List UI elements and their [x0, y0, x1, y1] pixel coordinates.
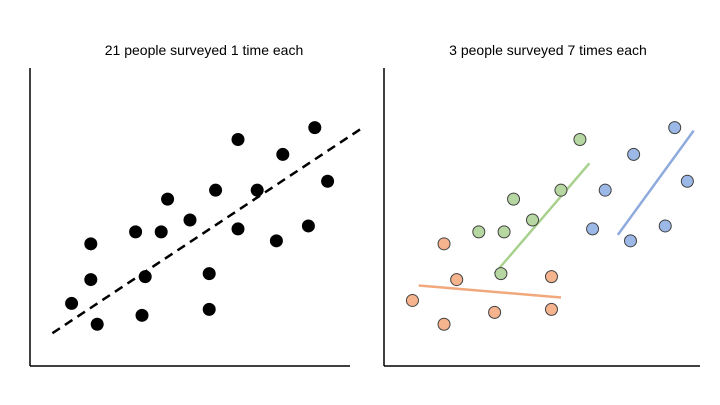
blue-data-point: [668, 121, 682, 135]
data-point: [154, 225, 168, 239]
chart-title: 3 people surveyed 7 times each: [449, 42, 647, 58]
data-point: [321, 174, 335, 188]
data-point: [202, 267, 216, 281]
data-point: [231, 222, 245, 236]
orange-data-point: [488, 305, 502, 319]
green-data-point: [526, 213, 540, 227]
data-point: [231, 133, 245, 147]
data-point: [269, 234, 283, 248]
blue-data-point: [680, 174, 694, 188]
blue-data-point: [586, 222, 600, 236]
green-data-point: [472, 225, 486, 239]
orange-trend-line: [418, 284, 562, 299]
blue-data-point: [658, 219, 672, 233]
orange-data-point: [437, 237, 451, 251]
orange-data-point: [450, 273, 464, 287]
data-point: [301, 219, 315, 233]
green-data-point: [507, 192, 521, 206]
green-data-point: [573, 133, 587, 147]
blue-data-point: [623, 234, 637, 248]
orange-data-point: [405, 293, 419, 307]
data-point: [84, 273, 98, 287]
green-data-point: [497, 225, 511, 239]
green-trend-line: [493, 162, 591, 275]
data-point: [138, 270, 152, 284]
blue-trend-line: [616, 129, 695, 236]
data-point: [308, 121, 322, 135]
left-panel: 21 people surveyed 1 time each: [29, 42, 364, 367]
data-point: [129, 225, 143, 239]
data-point: [161, 192, 175, 206]
data-point: [276, 147, 290, 161]
data-point: [183, 213, 197, 227]
green-data-point: [554, 183, 568, 197]
data-point: [90, 317, 104, 331]
orange-data-point: [437, 317, 451, 331]
green-data-point: [494, 267, 508, 281]
data-point: [250, 183, 264, 197]
data-point: [65, 296, 79, 310]
chart-title: 21 people surveyed 1 time each: [105, 42, 303, 58]
dashed-trend-line: [51, 126, 364, 335]
data-point: [209, 183, 223, 197]
orange-data-point: [544, 270, 558, 284]
right-panel: 3 people surveyed 7 times each: [383, 42, 700, 367]
data-point: [84, 237, 98, 251]
orange-data-point: [544, 302, 558, 316]
blue-data-point: [627, 147, 641, 161]
blue-data-point: [598, 183, 612, 197]
data-point: [202, 302, 216, 316]
data-point: [135, 308, 149, 322]
